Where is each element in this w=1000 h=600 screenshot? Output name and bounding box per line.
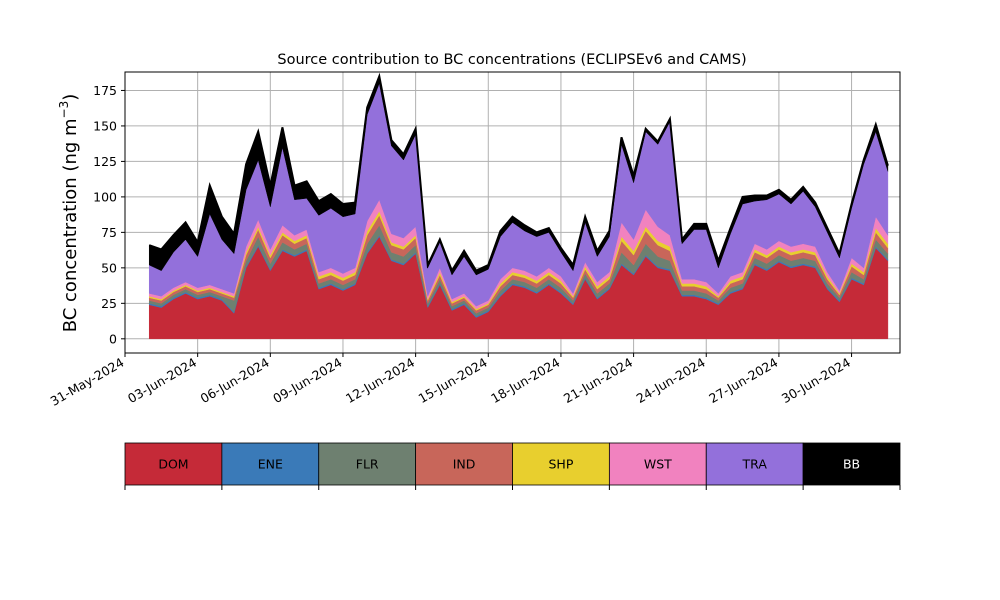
legend-swatch-dom [124,442,223,486]
legend-swatch-shp [512,442,610,486]
x-tick-label: 18-Jun-2024 [488,355,562,406]
stacked-areas [148,75,889,340]
y-tick-label: 175 [93,83,117,98]
y-axis-label-main: BC concentration (ng m [60,118,81,332]
x-tick-label: 15-Jun-2024 [416,355,490,406]
legend-swatch-bb [802,442,901,486]
legend-label: IND [453,457,476,472]
chart-title: Source contribution to BC concentrations… [277,52,746,68]
x-tick-label: 12-Jun-2024 [343,355,417,406]
y-tick-label: 100 [93,189,117,204]
legend-swatch-tra [705,442,804,486]
total-line [148,72,889,273]
x-tick-label: 03-Jun-2024 [125,355,199,406]
y-axis-label: BC concentration (ng m−3) [57,94,81,333]
plot-frame [124,71,901,354]
x-tick-label: 30-Jun-2024 [779,355,853,406]
x-tick-label: 27-Jun-2024 [706,355,780,406]
legend-label: DOM [158,457,188,472]
legend-label: SHP [549,457,574,472]
legend-swatch-wst [608,442,707,486]
x-tick-label: 31-May-2024 [48,355,127,409]
legend-swatch-flr [318,442,417,486]
x-tick-label: 24-Jun-2024 [634,355,708,406]
legend-label: FLR [356,457,379,472]
y-tick-label: 50 [101,260,117,275]
y-axis-label-superscript: −3 [57,101,71,119]
legend-swatch-ind [415,442,513,486]
x-tick-label: 06-Jun-2024 [198,355,272,406]
legend-swatch-ene [221,442,320,486]
legend: DOM ENE FLR IND SHP WST TRA BB [124,442,901,490]
y-tick-label: 75 [101,225,117,240]
y-axis: 0 25 50 75 100 125 150 175 [93,83,125,346]
legend-label: ENE [258,457,283,472]
plot-area [124,71,901,354]
x-axis: 31-May-202403-Jun-202406-Jun-202409-Jun-… [48,353,853,409]
legend-label: TRA [742,457,768,472]
x-tick-label: 09-Jun-2024 [270,355,344,406]
y-tick-label: 125 [93,154,117,169]
y-tick-label: 0 [109,331,117,346]
legend-label: WST [644,457,672,472]
x-tick-label: 21-Jun-2024 [561,355,635,406]
legend-label: BB [843,457,860,472]
y-tick-label: 150 [93,118,117,133]
y-axis-label-close: ) [60,94,81,101]
y-tick-label: 25 [101,296,117,311]
